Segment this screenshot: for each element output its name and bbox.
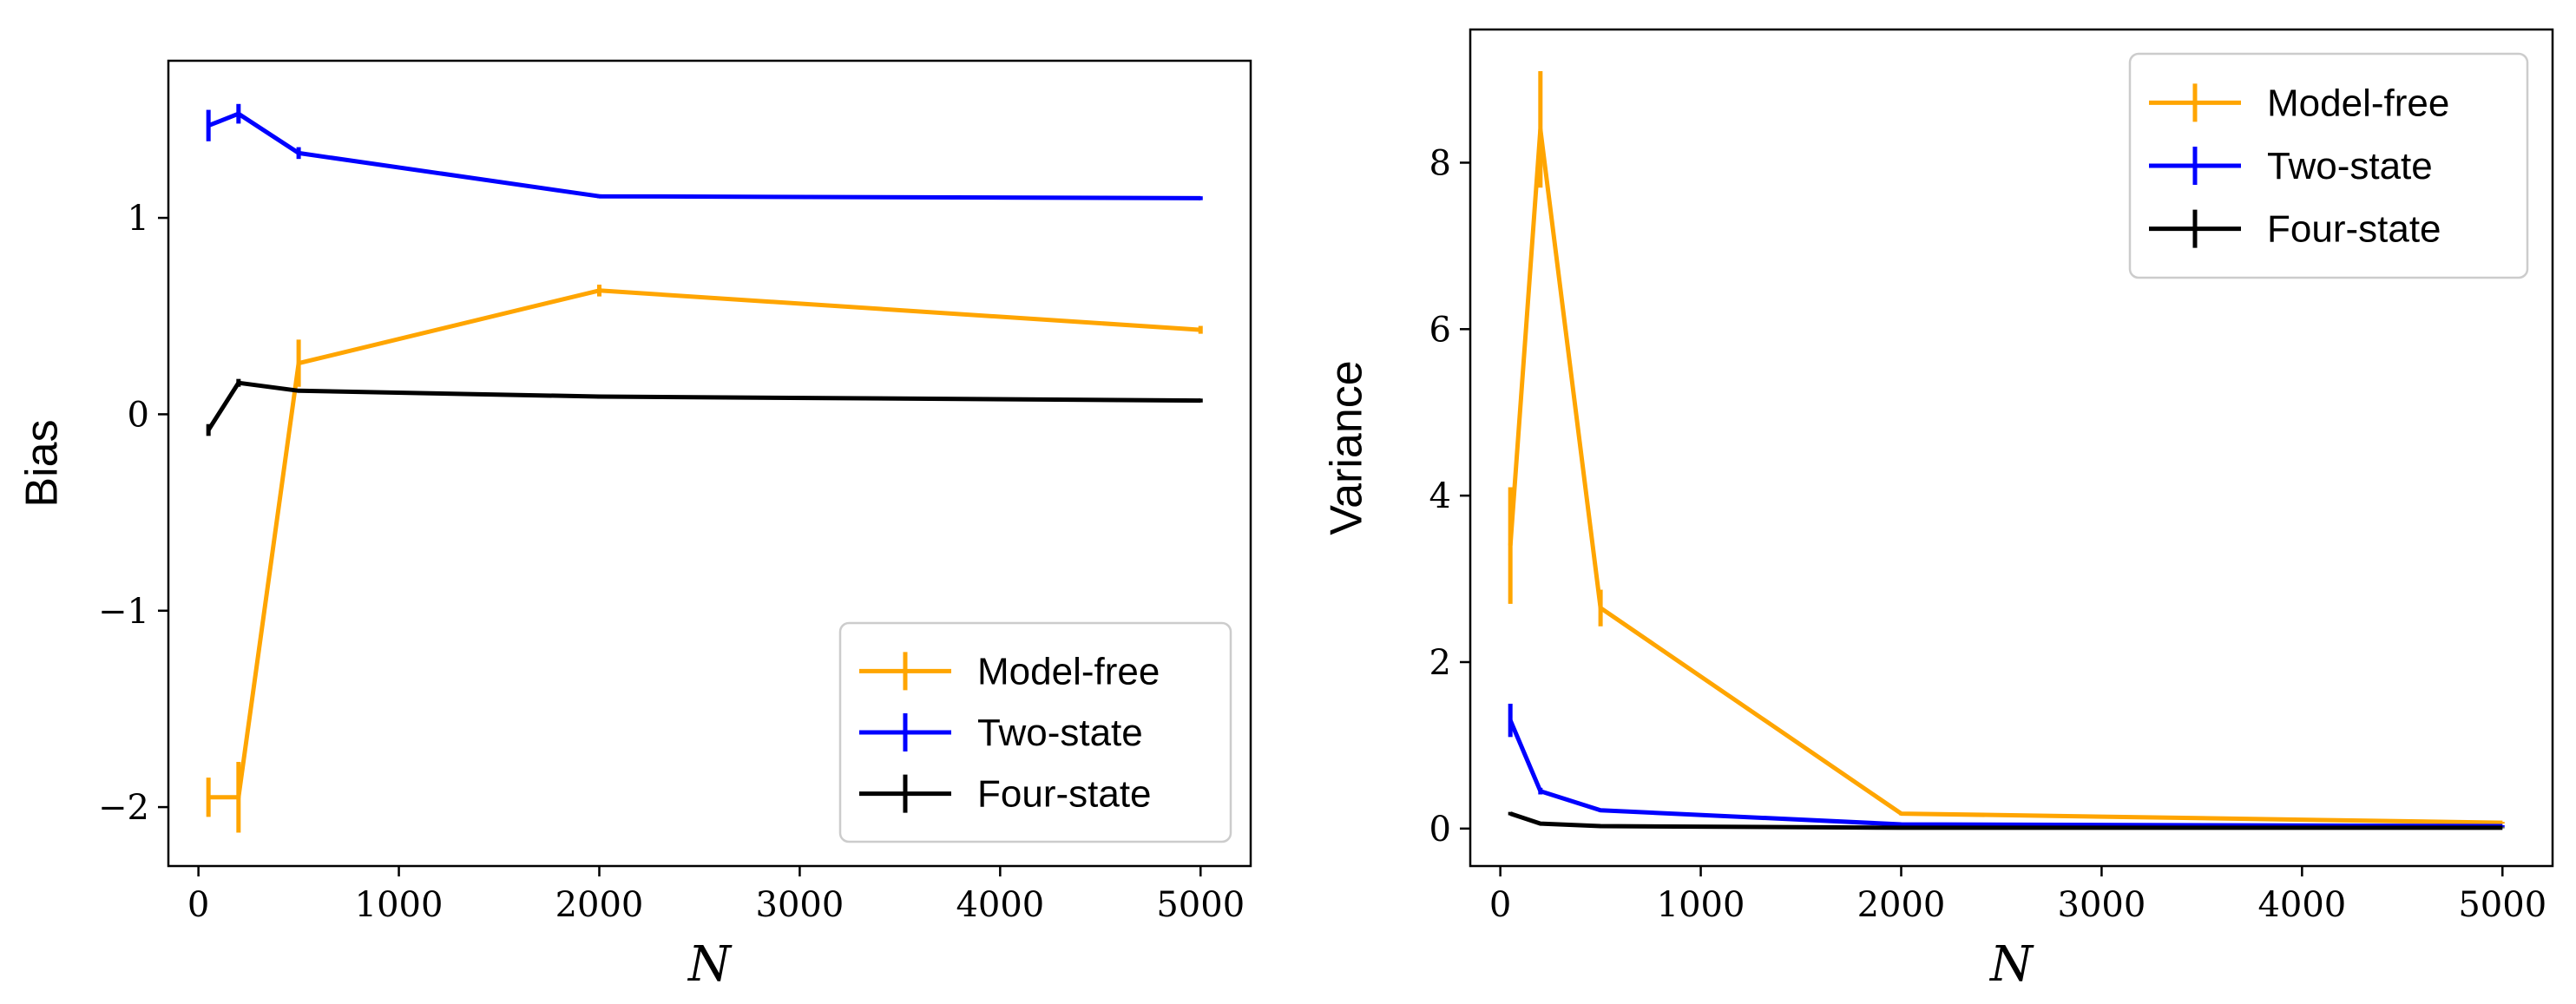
series-line-two-state bbox=[207, 111, 1201, 200]
series-model-free bbox=[1508, 70, 2505, 825]
x-tick-label: 4000 bbox=[2257, 885, 2346, 925]
x-tick-label: 0 bbox=[1489, 885, 1511, 925]
legend-box bbox=[2128, 52, 2529, 279]
series-four-state bbox=[206, 378, 1203, 436]
legend-box bbox=[838, 621, 1232, 843]
x-tick-label: 3000 bbox=[756, 885, 844, 925]
series-line-four-state bbox=[207, 380, 1201, 431]
legend-label: Four-state bbox=[2267, 208, 2441, 251]
plot-frame bbox=[167, 59, 1252, 868]
y-tick-label: 0 bbox=[1429, 810, 1451, 850]
y-tick-label: −1 bbox=[98, 592, 149, 632]
x-tick-label: 5000 bbox=[2458, 885, 2546, 925]
x-tick-label: 4000 bbox=[956, 885, 1044, 925]
y-tick-label: 2 bbox=[1429, 643, 1451, 683]
y-axis-label: Bias bbox=[17, 419, 68, 507]
variance-chart: 0 1000 2000 3000 4000 5000 0 2 4 6 8 Variance N Model… bbox=[1322, 28, 2554, 993]
series-model-free bbox=[206, 285, 1203, 833]
x-tick-label: 5000 bbox=[1156, 885, 1245, 925]
series-four-state bbox=[1508, 811, 2505, 830]
legend-label: Model-free bbox=[977, 650, 1160, 692]
y-tick-label: −2 bbox=[98, 788, 149, 828]
legend-item-four-state: Four-state bbox=[2149, 208, 2441, 251]
legend-label: Two-state bbox=[2267, 145, 2433, 187]
y-tick-label: 4 bbox=[1429, 476, 1451, 516]
plot-frame bbox=[1469, 28, 2554, 868]
legend-item-model-free: Model-free bbox=[859, 650, 1160, 692]
x-tick-label: 1000 bbox=[355, 885, 444, 925]
legend-item-two-state: Two-state bbox=[2149, 145, 2433, 187]
y-tick-label: 6 bbox=[1429, 310, 1451, 350]
legend: Model-free Two-state Four-state bbox=[2128, 52, 2529, 279]
legend-label: Two-state bbox=[977, 712, 1143, 754]
x-axis-label: N bbox=[687, 936, 733, 993]
legend: Model-free Two-state Four-state bbox=[838, 621, 1232, 843]
y-tick-label: 0 bbox=[128, 395, 149, 435]
x-tick-label: 2000 bbox=[555, 885, 644, 925]
y-axis-label: Variance bbox=[1322, 360, 1372, 535]
y-tick-label: 1 bbox=[128, 199, 149, 239]
x-tick-label: 2000 bbox=[1857, 885, 1946, 925]
bias-chart: 0 1000 2000 3000 4000 5000 −2 −1 0 1 Bias N Model-fr… bbox=[17, 59, 1252, 993]
y-tick-label: 8 bbox=[1429, 143, 1451, 183]
legend-item-two-state: Two-state bbox=[859, 712, 1143, 754]
legend-item-model-free: Model-free bbox=[2149, 82, 2449, 124]
x-axis-label: N bbox=[1988, 936, 2034, 993]
x-tick-label: 3000 bbox=[2058, 885, 2146, 925]
series-line-two-state bbox=[1508, 719, 2503, 829]
series-two-state bbox=[206, 103, 1203, 200]
x-tick-label: 0 bbox=[187, 885, 209, 925]
legend-label: Model-free bbox=[2267, 82, 2449, 124]
x-tick-label: 1000 bbox=[1657, 885, 1745, 925]
legend-item-four-state: Four-state bbox=[859, 773, 1152, 816]
series-two-state bbox=[1508, 703, 2505, 829]
legend-label: Four-state bbox=[977, 773, 1152, 816]
